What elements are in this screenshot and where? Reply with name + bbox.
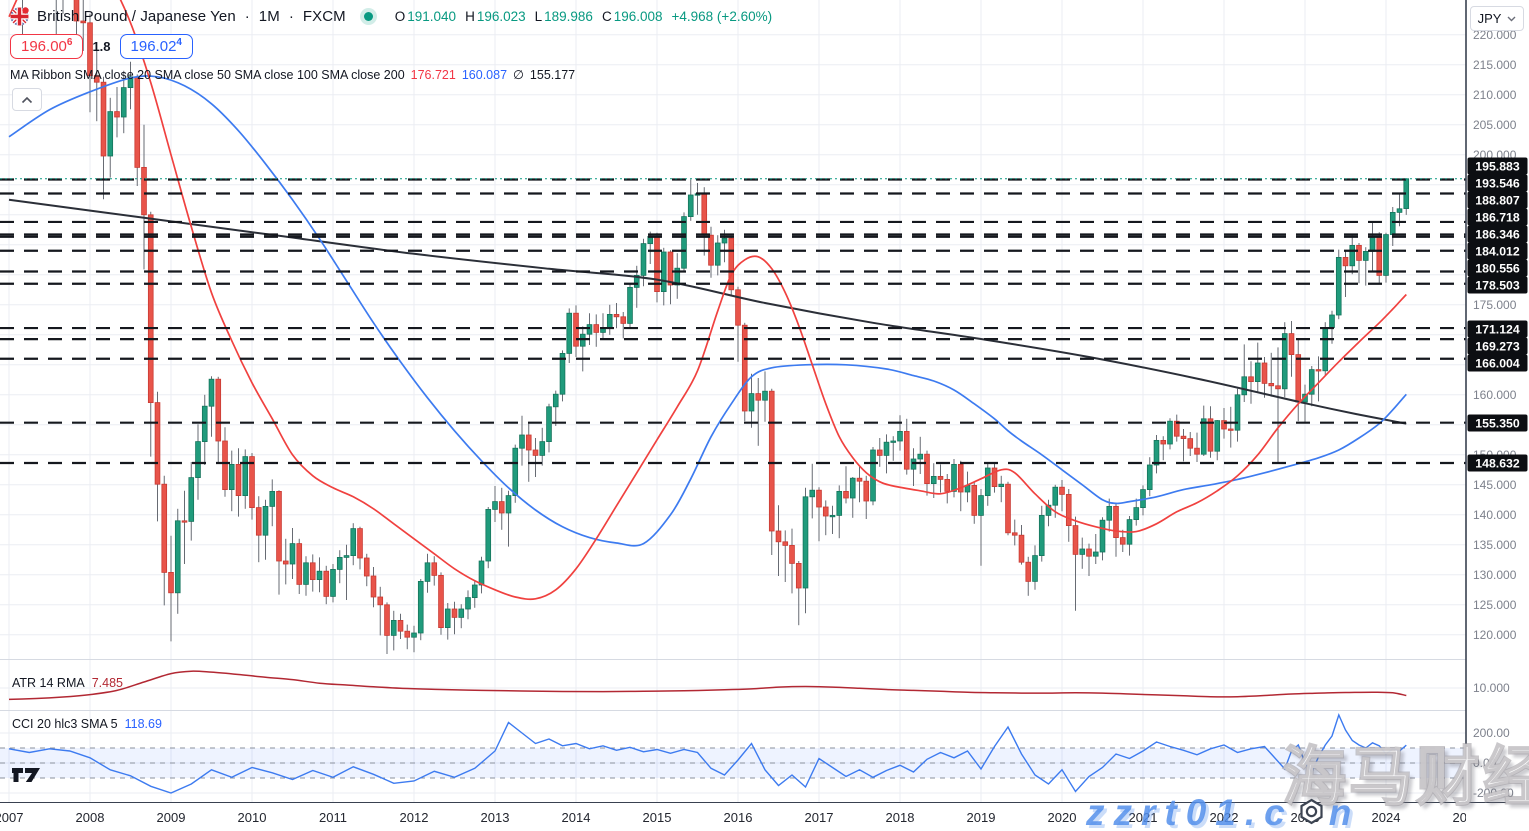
time-axis-year-label: 2021 — [1128, 810, 1158, 825]
ohlc-values: O 191.040 H 196.023 L 189.986 C 196.008 +4.9… — [395, 9, 772, 24]
change-value: +4.968 (+2.60%) — [671, 9, 773, 24]
svg-text:220.000: 220.000 — [1473, 28, 1517, 42]
average-symbol: ∅ — [513, 68, 524, 82]
time-axis-year-label: 2010 — [237, 810, 267, 825]
svg-text:10.000: 10.000 — [1473, 681, 1510, 695]
average-value: 155.177 — [529, 67, 576, 82]
svg-text:140.000: 140.000 — [1473, 508, 1517, 522]
svg-text:166.004: 166.004 — [1475, 356, 1520, 370]
time-axis-year-label: 2018 — [885, 810, 915, 825]
symbol-name[interactable]: British Pound / Japanese Yen — [37, 8, 236, 25]
quote-row: 196.006 1.8 196.024 — [10, 34, 193, 59]
svg-text:145.000: 145.000 — [1473, 478, 1517, 492]
svg-text:148.632: 148.632 — [1475, 456, 1520, 470]
time-axis-year-label: 2015 — [642, 810, 672, 825]
time-axis-year-label: 2024 — [1371, 810, 1401, 825]
svg-text:155.350: 155.350 — [1475, 416, 1520, 430]
svg-text:169.273: 169.273 — [1475, 339, 1520, 353]
cci-legend[interactable]: CCI 20 hlc3 SMA 5 118.69 — [12, 717, 162, 731]
cci-label: CCI 20 hlc3 SMA 5 — [12, 717, 118, 731]
open-label: O — [394, 9, 406, 24]
sma50-value: 160.087 — [461, 67, 508, 82]
svg-text:210.000: 210.000 — [1473, 88, 1517, 102]
separator: · — [288, 8, 294, 25]
time-axis-year-label: 2007 — [0, 810, 24, 825]
collapse-legend-button[interactable] — [12, 88, 42, 111]
separator: · — [244, 8, 250, 25]
gbp-flag-icon — [10, 7, 29, 26]
watermark-chinese: 海马财经 — [1281, 740, 1529, 814]
cci-value: 118.69 — [124, 717, 162, 731]
svg-text:186.346: 186.346 — [1475, 227, 1520, 241]
price-axis: 220.000215.000210.000205.000200.000175.0… — [1467, 28, 1528, 800]
low-value: 189.986 — [544, 9, 593, 24]
svg-text:186.718: 186.718 — [1475, 210, 1520, 224]
time-axis-year-label: 2012 — [399, 810, 429, 825]
tradingview-logo[interactable] — [10, 763, 46, 792]
time-axis-year-label: 2009 — [156, 810, 186, 825]
svg-text:184.012: 184.012 — [1475, 244, 1520, 258]
atr-legend[interactable]: ATR 14 RMA 7.485 — [12, 676, 123, 690]
svg-text:120.000: 120.000 — [1473, 628, 1517, 642]
time-axis[interactable]: 2007 2008 2009 2010 2011 2012 2013 2014 2015 2016… — [0, 803, 1529, 831]
atr-value: 7.485 — [91, 676, 123, 690]
time-axis-year-label: 2017 — [804, 810, 834, 825]
chevron-up-icon — [21, 96, 33, 103]
svg-text:130.000: 130.000 — [1473, 568, 1517, 582]
svg-text:171.124: 171.124 — [1475, 322, 1520, 336]
open-value: 191.040 — [407, 9, 457, 24]
sma20-value: 176.721 — [410, 67, 456, 82]
spread-value: 1.8 — [92, 39, 111, 54]
watermark-domain: zzrt01.c n — [1086, 792, 1360, 831]
watermark-domain-prefix: zzrt01.c — [1086, 792, 1294, 831]
svg-text:175.000: 175.000 — [1473, 298, 1517, 312]
svg-text:200.00: 200.00 — [1473, 726, 1510, 740]
time-axis-year-label: 2014 — [561, 810, 591, 825]
svg-text:215.000: 215.000 — [1473, 58, 1517, 72]
time-axis-year-label: 2020 — [1047, 810, 1077, 825]
low-label: L — [534, 9, 543, 24]
time-axis-year-label: 2019 — [966, 810, 996, 825]
svg-text:193.546: 193.546 — [1475, 176, 1520, 190]
timeframe[interactable]: 1M — [258, 8, 280, 25]
market-status-dot[interactable] — [363, 12, 373, 21]
ma-ribbon-label: MA Ribbon SMA close 20 SMA close 50 SMA … — [10, 67, 405, 82]
time-axis-year-label: 2013 — [480, 810, 510, 825]
time-axis-year-label: 2008 — [75, 810, 105, 825]
svg-text:0.00: 0.00 — [1473, 756, 1497, 770]
close-value: 196.008 — [613, 9, 663, 24]
symbol-header: British Pound / Japanese Yen · 1M · FXCM… — [10, 7, 772, 26]
svg-text:125.000: 125.000 — [1473, 598, 1517, 612]
ma-ribbon-legend[interactable]: MA Ribbon SMA close 20 SMA close 50 SMA … — [10, 67, 576, 83]
buy-button[interactable]: 196.024 — [119, 34, 193, 59]
svg-text:188.807: 188.807 — [1475, 193, 1520, 207]
time-axis-year-label: 2011 — [319, 810, 347, 825]
high-value: 196.023 — [476, 9, 526, 24]
time-axis-year-label: 2022 — [1209, 810, 1239, 825]
hexagon-nut-icon — [1298, 792, 1325, 831]
svg-text:195.883: 195.883 — [1475, 159, 1520, 173]
chevron-down-icon — [1507, 16, 1516, 21]
close-label: C — [601, 9, 612, 24]
exchange[interactable]: FXCM — [302, 8, 346, 25]
svg-text:135.000: 135.000 — [1473, 538, 1517, 552]
svg-text:-200.00: -200.00 — [1473, 786, 1514, 800]
sell-button[interactable]: 196.006 — [10, 34, 84, 59]
svg-text:160.000: 160.000 — [1473, 388, 1517, 402]
watermark-domain-suffix: n — [1328, 792, 1361, 831]
currency-unit-button[interactable]: JPY — [1470, 6, 1524, 31]
svg-text:205.000: 205.000 — [1473, 118, 1517, 132]
svg-text:178.503: 178.503 — [1475, 278, 1520, 292]
time-axis-year-label: 2025 — [1452, 810, 1466, 825]
svg-text:180.556: 180.556 — [1475, 261, 1520, 275]
atr-label: ATR 14 RMA — [12, 676, 85, 690]
high-label: H — [465, 9, 475, 24]
time-axis-year-label: 2016 — [723, 810, 753, 825]
